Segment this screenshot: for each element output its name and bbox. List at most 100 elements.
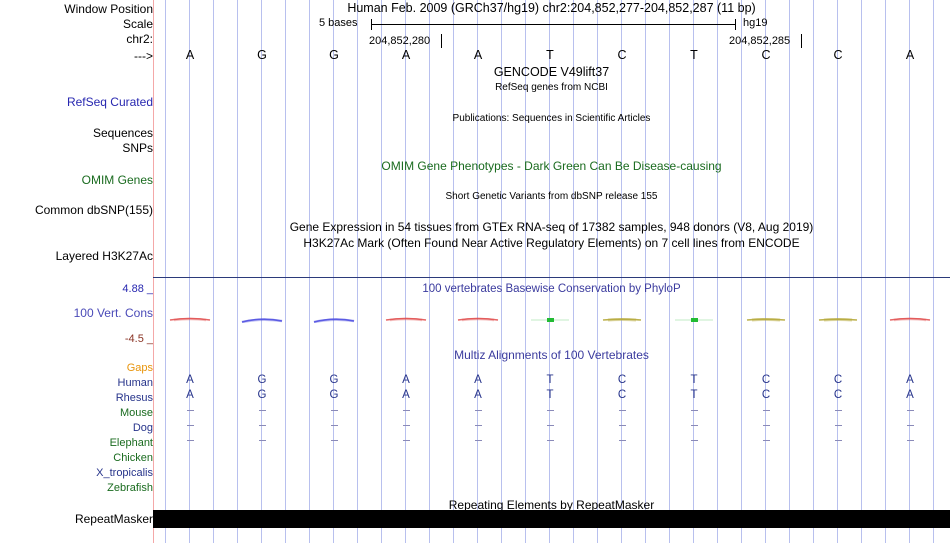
grid-line	[357, 0, 358, 543]
grid-line	[669, 0, 670, 543]
repeatmasker-bar[interactable]	[153, 510, 950, 528]
track-label-refseq-curated[interactable]: RefSeq Curated	[66, 95, 153, 109]
track-label-scale[interactable]: Scale	[122, 17, 153, 31]
multiz-gap-dash	[259, 440, 266, 441]
sequence-base: A	[473, 48, 483, 62]
conservation-bar[interactable]	[601, 317, 643, 323]
sequence-base: C	[617, 48, 627, 62]
multiz-base: C	[761, 374, 771, 386]
multiz-base: G	[257, 389, 267, 401]
assembly-label: hg19	[743, 17, 768, 29]
ruler-coordinate: 204,852,285	[729, 35, 791, 47]
track-label-x-tropicalis[interactable]: X_tropicalis	[96, 467, 153, 479]
track-title-gencode-title[interactable]: GENCODE V49lift37	[493, 65, 610, 79]
grid-line	[717, 0, 718, 543]
multiz-base: T	[546, 374, 554, 386]
conservation-bar[interactable]	[457, 317, 499, 323]
track-title-refseq-subtitle[interactable]: RefSeq genes from NCBI	[495, 82, 608, 93]
sequence-base: C	[761, 48, 771, 62]
conservation-bar[interactable]	[313, 317, 355, 323]
conservation-bar[interactable]	[385, 317, 427, 323]
conservation-bar[interactable]	[529, 317, 571, 323]
track-title-dbsnp-subtitle[interactable]: Short Genetic Variants from dbSNP releas…	[445, 191, 658, 202]
multiz-base: C	[761, 389, 771, 401]
grid-line	[909, 0, 910, 543]
grid-line	[813, 0, 814, 543]
track-label-cons-track[interactable]: 100 Vert. Cons	[73, 306, 153, 320]
track-label-chicken[interactable]: Chicken	[113, 452, 153, 464]
multiz-gap-dash	[403, 410, 410, 411]
track-label-rhesus[interactable]: Rhesus	[115, 392, 153, 404]
multiz-gap-dash	[907, 425, 914, 426]
grid-line	[645, 0, 646, 543]
grid-line	[789, 0, 790, 543]
multiz-gap-dash	[331, 410, 338, 411]
track-title-gtex-line[interactable]: Gene Expression in 54 tissues from GTEx …	[289, 220, 814, 234]
track-label-elephant[interactable]: Elephant	[109, 437, 153, 449]
grid-line	[573, 0, 574, 543]
track-label-cons-min[interactable]: -4.5 _	[124, 333, 153, 345]
conservation-bar[interactable]	[169, 317, 211, 323]
track-label-zebrafish[interactable]: Zebrafish	[107, 482, 153, 494]
multiz-base: G	[329, 374, 339, 386]
track-title-repeat-title[interactable]: Repeating Elements by RepeatMasker	[448, 498, 655, 512]
track-label-cons-max[interactable]: 4.88 _	[122, 283, 153, 295]
track-title-omim-phenotypes[interactable]: OMIM Gene Phenotypes - Dark Green Can Be…	[381, 159, 722, 173]
multiz-base: A	[906, 374, 914, 386]
grid-line	[885, 0, 886, 543]
multiz-gap-dash	[691, 410, 698, 411]
conservation-bar[interactable]	[889, 317, 931, 323]
track-label-sequences[interactable]: Sequences	[92, 126, 153, 140]
window-position-title: Human Feb. 2009 (GRCh37/hg19) chr2:204,8…	[347, 1, 756, 15]
multiz-base: G	[329, 389, 339, 401]
track-title-phylop-title[interactable]: 100 vertebrates Basewise Conservation by…	[422, 283, 681, 295]
conservation-bar[interactable]	[673, 317, 715, 323]
multiz-base: A	[402, 374, 410, 386]
multiz-base: G	[257, 374, 267, 386]
multiz-base: A	[402, 389, 410, 401]
multiz-gap-dash	[763, 410, 770, 411]
grid-line	[861, 0, 862, 543]
conservation-bar[interactable]	[241, 317, 283, 323]
track-label-snps[interactable]: SNPs	[122, 141, 153, 155]
track-label-human[interactable]: Human	[117, 377, 153, 389]
conservation-bar[interactable]	[745, 317, 787, 323]
multiz-gap-dash	[547, 425, 554, 426]
track-label-omim-genes[interactable]: OMIM Genes	[81, 173, 153, 187]
conservation-bar[interactable]	[817, 317, 859, 323]
grid-line	[501, 0, 502, 543]
track-title-multiz-title[interactable]: Multiz Alignments of 100 Vertebrates	[454, 348, 649, 362]
track-label-chrom[interactable]: chr2:	[126, 32, 153, 46]
grid-line	[261, 0, 262, 543]
multiz-gap-dash	[475, 440, 482, 441]
track-label-gaps[interactable]: Gaps	[126, 362, 153, 374]
sequence-base: T	[546, 48, 554, 62]
grid-line	[405, 0, 406, 543]
multiz-base: A	[186, 389, 194, 401]
track-data-panel[interactable]: Human Feb. 2009 (GRCh37/hg19) chr2:204,8…	[153, 0, 950, 543]
sequence-base: A	[905, 48, 915, 62]
multiz-gap-dash	[547, 440, 554, 441]
multiz-gap-dash	[187, 410, 194, 411]
grid-line	[333, 0, 334, 543]
track-title-h3k27ac-line[interactable]: H3K27Ac Mark (Often Found Near Active Re…	[303, 236, 800, 250]
sequence-base: A	[185, 48, 195, 62]
multiz-base: T	[690, 374, 698, 386]
track-label-mouse[interactable]: Mouse	[119, 407, 153, 419]
track-title-publications[interactable]: Publications: Sequences in Scientific Ar…	[452, 113, 651, 124]
multiz-gap-dash	[403, 440, 410, 441]
multiz-base: C	[617, 389, 627, 401]
track-label-repeatmasker[interactable]: RepeatMasker	[74, 512, 153, 526]
multiz-gap-dash	[619, 440, 626, 441]
track-label-window-position[interactable]: Window Position	[64, 2, 153, 16]
grid-line	[597, 0, 598, 543]
grid-line	[621, 0, 622, 543]
grid-line	[741, 0, 742, 543]
track-label-common-dbsnp[interactable]: Common dbSNP(155)	[34, 203, 153, 217]
multiz-gap-dash	[907, 440, 914, 441]
track-label-layered-h3k27ac[interactable]: Layered H3K27Ac	[55, 249, 153, 263]
track-label-strand[interactable]: --->	[134, 49, 153, 63]
multiz-gap-dash	[187, 440, 194, 441]
sequence-base: G	[329, 48, 339, 62]
track-label-dog[interactable]: Dog	[132, 422, 153, 434]
